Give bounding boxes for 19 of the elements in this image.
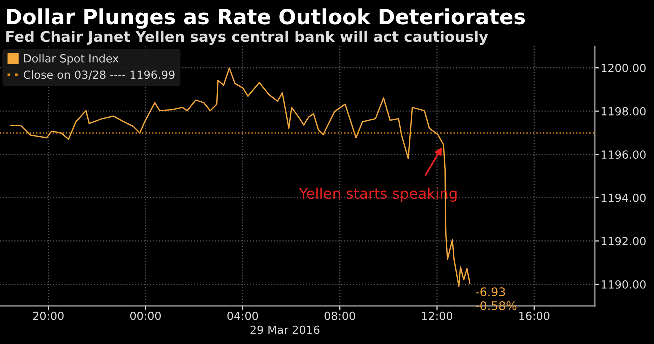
x-tick-label: 00:00 <box>130 312 162 320</box>
y-tick-label: 1194.00 <box>602 194 646 202</box>
y-tick-label: 1200.00 <box>602 64 646 72</box>
x-tick-label: 12:00 <box>422 312 453 320</box>
text: 29 Mar 2016 <box>250 326 320 334</box>
y-tick-label: 1192.00 <box>602 237 646 246</box>
annotation: -6.93 <box>476 288 506 297</box>
chart-title: Dollar Plunges as Rate Outlook Deteriorates <box>7 8 526 29</box>
x-tick-label: 08:00 <box>324 312 356 320</box>
x-tick-label: 16:00 <box>520 312 550 320</box>
y-tick-label: 1190.00 <box>602 280 646 289</box>
legend-label: Dollar Spot Index <box>24 54 119 65</box>
y-tick-label: 1196.00 <box>602 150 646 160</box>
chart-subtitle: Fed Chair Janet Yellen says central bank will act cautiously <box>6 30 488 46</box>
line-series <box>10 68 471 288</box>
x-tick-label: 04:00 <box>228 312 258 320</box>
x-tick-label: 20:00 <box>33 312 64 320</box>
legend-label: Close on 03/28 ---- 1196.99 <box>24 70 175 80</box>
y-tick-label: 1198.00 <box>602 107 646 116</box>
